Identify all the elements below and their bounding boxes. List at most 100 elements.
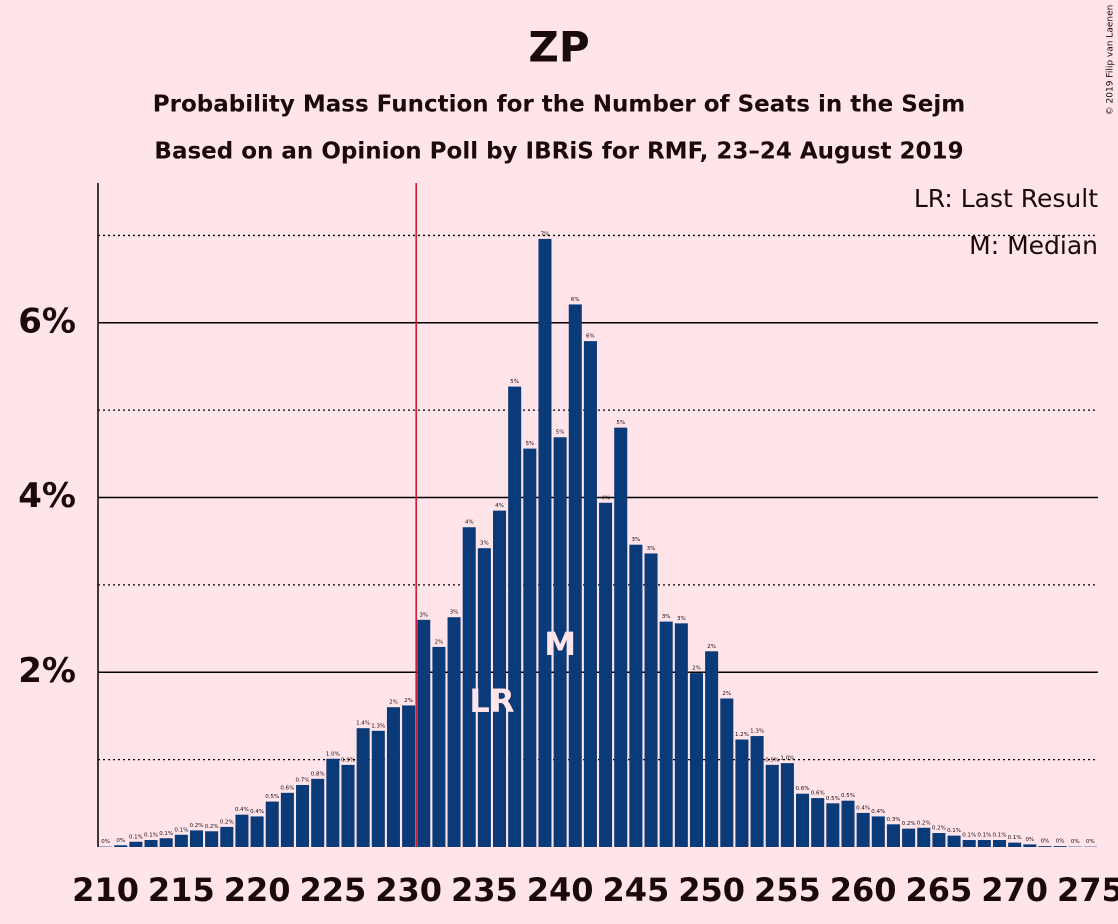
bar	[386, 707, 400, 847]
value-label: 0.1%	[174, 827, 188, 833]
value-label: 0.1%	[947, 828, 961, 834]
value-label: 3%	[419, 612, 428, 618]
value-label: 0.8%	[311, 771, 325, 777]
bar	[477, 548, 491, 847]
bar	[750, 736, 764, 847]
x-tick-label: 235	[451, 871, 518, 909]
bar	[280, 792, 294, 847]
value-label: 0%	[1041, 839, 1050, 845]
value-label: 3%	[632, 537, 641, 543]
bar	[235, 814, 249, 847]
bar	[871, 816, 885, 847]
value-label: 0.1%	[1008, 835, 1022, 841]
value-label: 7%	[541, 231, 550, 237]
value-label: 1.3%	[750, 729, 764, 735]
value-label: 0.5%	[826, 796, 840, 802]
value-label: 0.2%	[932, 826, 946, 832]
bar	[735, 739, 749, 847]
chart-title: ZP	[528, 23, 589, 72]
bar	[947, 835, 961, 847]
bar	[644, 553, 658, 847]
value-label: 0%	[1071, 839, 1080, 845]
bar	[1023, 844, 1037, 847]
value-label: 0.6%	[811, 791, 825, 797]
bar	[523, 448, 537, 847]
bar	[538, 238, 552, 848]
value-label: 5%	[510, 379, 519, 385]
x-tick-label: 250	[678, 871, 745, 909]
bar	[917, 827, 931, 847]
bar	[674, 623, 688, 847]
value-label: 2%	[722, 691, 731, 697]
value-label: 0.4%	[250, 809, 264, 815]
value-label: 0.1%	[129, 834, 143, 840]
value-label: 0%	[116, 838, 125, 844]
value-label: 0.1%	[993, 833, 1007, 839]
value-label: 0.1%	[962, 833, 976, 839]
bar	[174, 834, 188, 847]
value-label: 1.0%	[780, 756, 794, 762]
value-label: 3%	[662, 614, 671, 620]
bar	[811, 798, 825, 847]
bar	[296, 784, 310, 847]
x-tick-label: 210	[72, 871, 139, 909]
chart-subtitle: Probability Mass Function for the Number…	[153, 92, 965, 118]
bar	[796, 793, 810, 847]
value-label: 0.2%	[917, 820, 931, 826]
value-label: 4%	[601, 495, 610, 501]
value-label: 3%	[480, 541, 489, 547]
legend-entry: LR: Last Result	[914, 184, 1098, 213]
bar	[993, 840, 1007, 847]
value-label: 2%	[435, 639, 444, 645]
bar	[614, 427, 628, 847]
value-label: 0.5%	[265, 794, 279, 800]
bar	[311, 778, 325, 847]
value-label: 0.1%	[159, 831, 173, 837]
value-label: 2%	[707, 644, 716, 650]
bar	[1008, 842, 1022, 847]
value-label: 0.4%	[856, 805, 870, 811]
bar	[886, 824, 900, 847]
value-label: 2%	[389, 700, 398, 706]
value-label: 2%	[404, 698, 413, 704]
value-label: 3%	[450, 610, 459, 616]
value-label: 0.2%	[902, 821, 916, 827]
bar	[129, 841, 143, 847]
value-label: 0.4%	[235, 807, 249, 813]
x-tick-label: 260	[830, 871, 897, 909]
value-label: 3%	[647, 546, 656, 552]
value-label: 1.2%	[735, 732, 749, 738]
bar	[371, 730, 385, 847]
x-tick-label: 240	[527, 871, 594, 909]
x-tick-label: 225	[299, 871, 366, 909]
value-label: 6%	[586, 334, 595, 340]
bar	[447, 617, 461, 847]
bar	[977, 840, 991, 847]
value-label: 0.6%	[280, 785, 294, 791]
x-tick-label: 230	[375, 871, 442, 909]
bar	[265, 801, 279, 847]
value-label: 1.4%	[356, 721, 370, 727]
value-label: 0.7%	[296, 777, 310, 783]
x-tick-label: 245	[602, 871, 669, 909]
bar	[599, 502, 613, 847]
y-tick-label: 4%	[18, 476, 76, 516]
bar	[432, 646, 446, 847]
value-label: 0.9%	[765, 757, 779, 763]
value-label: 0.5%	[841, 793, 855, 799]
bar	[689, 673, 703, 847]
value-label: 0%	[1056, 839, 1065, 845]
chart-subtitle: Based on an Opinion Poll by IBRiS for RM…	[154, 139, 963, 165]
bar	[962, 840, 976, 847]
value-label: 6%	[571, 297, 580, 303]
bar	[856, 812, 870, 847]
bar	[417, 619, 431, 847]
bar	[205, 831, 219, 847]
x-tick-label: 220	[224, 871, 291, 909]
bar	[720, 698, 734, 847]
value-label: 0.3%	[886, 817, 900, 823]
bar	[159, 838, 173, 847]
value-label: 3%	[677, 616, 686, 622]
bar	[341, 764, 355, 847]
